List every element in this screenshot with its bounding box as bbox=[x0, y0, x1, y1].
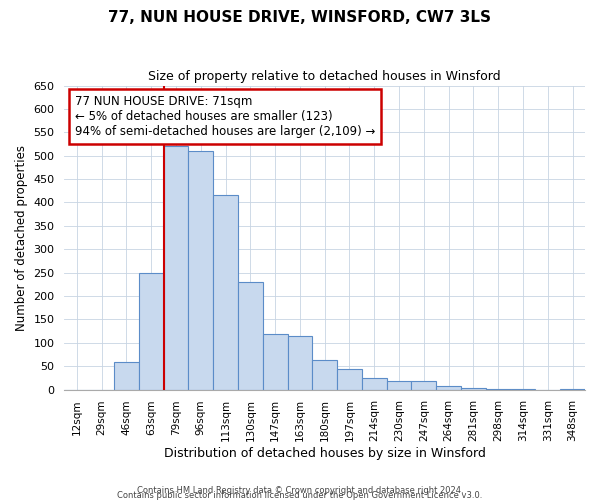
Bar bbox=[213, 196, 238, 390]
Text: 77, NUN HOUSE DRIVE, WINSFORD, CW7 3LS: 77, NUN HOUSE DRIVE, WINSFORD, CW7 3LS bbox=[109, 10, 491, 25]
Bar bbox=[263, 334, 287, 390]
Bar bbox=[560, 388, 585, 390]
X-axis label: Distribution of detached houses by size in Winsford: Distribution of detached houses by size … bbox=[164, 447, 485, 460]
Title: Size of property relative to detached houses in Winsford: Size of property relative to detached ho… bbox=[148, 70, 501, 83]
Bar bbox=[436, 386, 461, 390]
Text: Contains HM Land Registry data © Crown copyright and database right 2024.: Contains HM Land Registry data © Crown c… bbox=[137, 486, 463, 495]
Bar bbox=[461, 388, 486, 390]
Bar bbox=[486, 388, 511, 390]
Text: Contains public sector information licensed under the Open Government Licence v3: Contains public sector information licen… bbox=[118, 491, 482, 500]
Bar bbox=[337, 368, 362, 390]
Bar bbox=[188, 151, 213, 390]
Bar bbox=[313, 360, 337, 390]
Bar bbox=[412, 381, 436, 390]
Bar bbox=[362, 378, 386, 390]
Bar bbox=[139, 272, 164, 390]
Bar bbox=[238, 282, 263, 390]
Y-axis label: Number of detached properties: Number of detached properties bbox=[15, 144, 28, 330]
Text: 77 NUN HOUSE DRIVE: 71sqm
← 5% of detached houses are smaller (123)
94% of semi-: 77 NUN HOUSE DRIVE: 71sqm ← 5% of detach… bbox=[75, 94, 375, 138]
Bar bbox=[114, 362, 139, 390]
Bar bbox=[287, 336, 313, 390]
Bar bbox=[386, 381, 412, 390]
Bar bbox=[164, 146, 188, 390]
